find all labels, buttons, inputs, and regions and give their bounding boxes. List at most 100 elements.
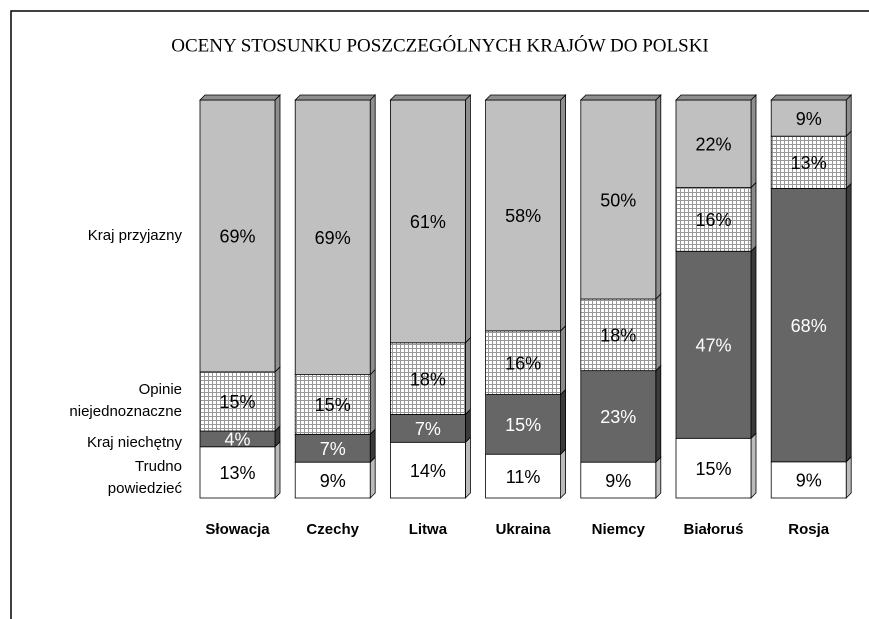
bar-segment [294, 456, 376, 499]
bar-top [770, 94, 853, 101]
bar-side [750, 94, 757, 189]
value-label: 4% [224, 430, 250, 450]
bar-segment [580, 293, 662, 372]
bar-segment [675, 245, 757, 440]
bar-side [655, 456, 662, 499]
bar-face [389, 441, 466, 499]
value-label: 9% [605, 471, 631, 491]
bar-side [845, 130, 852, 190]
bar-face [294, 374, 371, 435]
bar-side [560, 94, 566, 332]
bar-face [389, 342, 466, 415]
value-label: 15% [695, 459, 731, 479]
value-label: 16% [695, 210, 731, 230]
bar-segment [199, 365, 281, 432]
bar-segment [675, 181, 757, 253]
bar-side [560, 448, 566, 499]
bar-top [199, 94, 281, 101]
bar-face [770, 135, 847, 189]
chart-title: OCENY STOSUNKU POSZCZEGÓLNYCH KRAJÓW DO … [171, 34, 709, 56]
value-label: 18% [410, 369, 446, 389]
bar-face [294, 461, 371, 499]
x-tick-label: Rosja [788, 521, 830, 538]
x-tick-label: Słowacja [205, 521, 270, 538]
value-label: 9% [320, 471, 346, 491]
bar-side [274, 440, 281, 499]
value-label: 58% [505, 206, 541, 226]
bar-top [484, 94, 567, 101]
bar-face [580, 99, 657, 300]
value-label: 13% [219, 463, 255, 483]
bar-face [389, 99, 466, 344]
bar-face [675, 187, 752, 252]
value-label: 15% [505, 415, 541, 435]
bar-side [750, 245, 757, 440]
bar-side [369, 428, 376, 464]
bar-face [199, 99, 276, 373]
bar-face [770, 188, 847, 463]
value-label: 68% [791, 316, 827, 336]
value-label: 9% [796, 471, 822, 491]
bar-face [675, 99, 752, 188]
legend-entry: Trudno powiedzieć [107, 458, 182, 498]
value-label: 15% [219, 392, 255, 412]
bar-segment [199, 440, 281, 499]
bar-side [845, 182, 852, 463]
bar-segment [485, 448, 566, 499]
bar-side [465, 336, 471, 416]
bar-segment [389, 436, 471, 499]
bar-segment [770, 182, 852, 463]
x-tick-label: Ukraina [496, 521, 552, 538]
bar-top [294, 94, 377, 101]
bar-side [465, 408, 471, 444]
bar-side [845, 94, 852, 138]
value-label: 16% [505, 353, 541, 373]
bar-face [485, 453, 562, 499]
value-label: 18% [600, 326, 636, 346]
bar-segment [485, 94, 566, 332]
bar-face [485, 394, 562, 455]
value-label: 7% [415, 419, 441, 439]
bar-face [294, 99, 371, 376]
bar-side [845, 455, 852, 499]
bar-segment [580, 364, 662, 464]
value-label: 69% [315, 228, 351, 248]
value-label: 7% [320, 439, 346, 459]
legend-entry: Kraj niechętny [86, 433, 182, 451]
bar-face [580, 370, 657, 463]
x-tick-label: Litwa [409, 521, 448, 538]
bar-segment [389, 408, 471, 444]
bar-segment [294, 94, 376, 376]
bar-face [675, 250, 752, 439]
bar-side [655, 364, 662, 464]
bar-segment [580, 94, 662, 300]
value-label: 50% [600, 190, 636, 210]
bar-top [389, 94, 472, 101]
bar-side [655, 94, 662, 300]
bar-face [485, 330, 562, 395]
bar-side [560, 324, 566, 396]
legend-entry: Kraj przyjazny [87, 226, 182, 244]
x-tick-label: Białoruś [683, 521, 743, 538]
bar-side [274, 94, 281, 373]
bar-face [294, 433, 371, 463]
bar-segment [294, 428, 376, 464]
value-label: 9% [796, 109, 822, 129]
value-label: 14% [410, 461, 446, 481]
value-label: 61% [410, 212, 446, 232]
value-label: 11% [506, 467, 541, 487]
bar-segment [389, 336, 471, 416]
legend-entry: Opinie niejednoznaczne [69, 381, 182, 421]
value-label: 13% [791, 153, 827, 173]
bar-face [485, 99, 562, 332]
bar-segment [770, 455, 852, 499]
bar-face [580, 298, 657, 372]
bar-side [560, 388, 566, 456]
bar-side [465, 94, 471, 344]
bar-side [750, 181, 757, 253]
bar-segment [675, 432, 757, 499]
bar-segment [580, 456, 662, 499]
frame [10, 10, 869, 619]
value-label: 22% [695, 135, 731, 155]
